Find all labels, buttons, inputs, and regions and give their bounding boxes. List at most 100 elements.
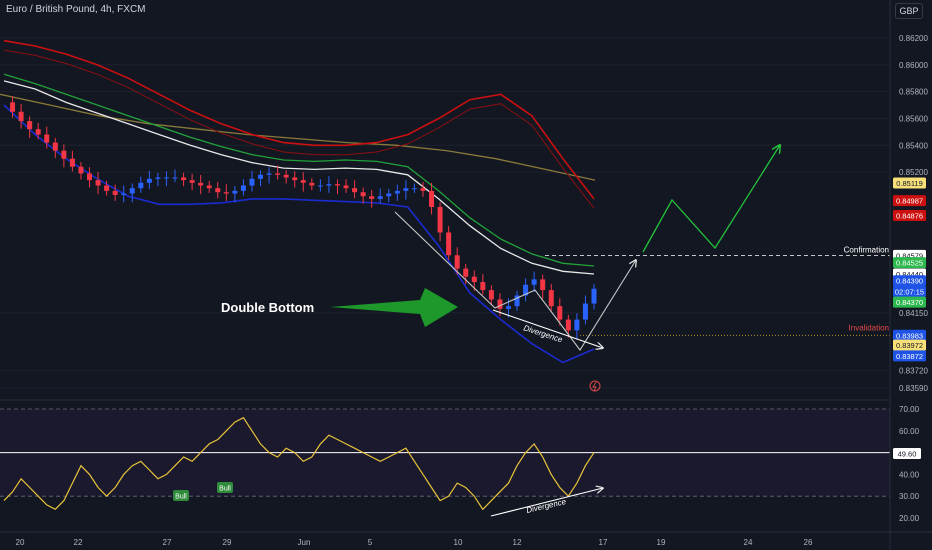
- candle-body: [44, 134, 50, 143]
- candle-body: [309, 182, 315, 186]
- bull-badge-label: Bull: [175, 494, 187, 501]
- lightning-icon-bolt: [592, 381, 597, 392]
- rsi-divergence-arrow: [490, 488, 603, 517]
- candle-body: [480, 282, 486, 291]
- candle-body: [317, 185, 323, 187]
- candle-body: [420, 188, 426, 191]
- bull-badge: [173, 490, 189, 501]
- price-badge-label: 0.84525: [896, 259, 923, 268]
- rsi-current-badge: [893, 447, 921, 459]
- candle-body: [249, 178, 255, 186]
- lightning-icon: [589, 380, 601, 392]
- time-tick-label: 12: [513, 538, 522, 547]
- price-badge-label: 0.84876: [896, 212, 923, 221]
- bull-badge: [217, 482, 233, 493]
- candle-body: [121, 193, 127, 195]
- price-badge: [893, 329, 926, 341]
- candle-body: [292, 177, 298, 181]
- candle-body: [488, 290, 494, 300]
- time-tick-label: 24: [744, 538, 753, 547]
- price-badge: [893, 350, 926, 362]
- double-bottom-arrow: [330, 288, 458, 327]
- candle-body: [61, 150, 67, 159]
- price-tick-label: 0.85200: [899, 168, 928, 177]
- slow-ma-line: [0, 93, 596, 181]
- price-badge-label: 0.83983: [896, 331, 923, 340]
- rsi-tick-label: 40.00: [899, 470, 920, 479]
- price-badge-label: 0.84390: [896, 277, 923, 286]
- candle-body: [18, 111, 24, 122]
- price-badge-label: 0.84987: [896, 197, 923, 206]
- double-bottom-path: [394, 211, 636, 351]
- time-tick-label: Jun: [298, 538, 311, 547]
- candle-body: [523, 284, 529, 296]
- rsi-tick-label: 20.00: [899, 514, 920, 523]
- time-tick-label: 19: [657, 538, 666, 547]
- candle-body: [283, 174, 289, 178]
- price-badge-label: 0.85119: [896, 179, 923, 188]
- time-tick-label: 22: [74, 538, 83, 547]
- bull-badge-label: Bull: [219, 486, 231, 493]
- price-badge: [893, 177, 926, 189]
- candle-body: [146, 178, 152, 183]
- candle-body: [172, 177, 178, 179]
- price-tick-label: 0.84150: [899, 309, 928, 318]
- price-tick-label: 0.86000: [899, 61, 928, 70]
- price-badge-label: 0.84579: [896, 251, 923, 260]
- price-tick-label: 0.85800: [899, 88, 928, 97]
- candle-body: [223, 192, 229, 194]
- candle-body: [215, 188, 221, 193]
- candle-body: [104, 185, 110, 191]
- rsi-tick-label: 30.00: [899, 492, 920, 501]
- chart-title: Euro / British Pound, 4h, FXCM: [6, 4, 146, 15]
- candle-body: [78, 166, 84, 174]
- price-badge: [893, 210, 926, 222]
- candle-body: [275, 173, 281, 175]
- price-badge: [893, 195, 926, 207]
- candle-body: [10, 102, 16, 112]
- candle-body: [69, 158, 75, 167]
- candle-body: [403, 188, 409, 191]
- confirmation-label: Confirmation: [844, 245, 889, 254]
- price-tick-label: 0.83720: [899, 367, 928, 376]
- candle-body: [27, 121, 33, 130]
- time-tick-label: 10: [454, 538, 463, 547]
- upper-band-inner-line: [3, 49, 595, 209]
- candle-body: [369, 196, 375, 199]
- candle-body: [540, 279, 546, 291]
- candle-body: [582, 303, 588, 320]
- candle-body: [591, 288, 597, 304]
- candle-body: [471, 276, 477, 283]
- candle-body: [334, 184, 340, 186]
- currency-selector[interactable]: GBP: [895, 3, 923, 19]
- price-tick-label: 0.85600: [899, 114, 928, 123]
- candle-body: [446, 232, 452, 256]
- price-badge-label: 02:07:15: [895, 287, 924, 296]
- candle-body: [360, 192, 366, 197]
- price-badge: [893, 275, 926, 287]
- candle-body: [497, 299, 503, 309]
- candle-body: [52, 142, 58, 151]
- candle-body: [87, 173, 93, 181]
- candle-body: [514, 295, 520, 307]
- price-badge-label: 0.83872: [896, 352, 923, 361]
- rsi-tick-label: 60.00: [899, 427, 920, 436]
- candle-body: [377, 196, 383, 199]
- candle-body: [437, 206, 443, 233]
- price-badge-label: 0.84370: [896, 298, 923, 307]
- rsi-line: [3, 416, 595, 511]
- double-bottom-label: Double Bottom: [221, 300, 314, 315]
- candle-body: [326, 184, 332, 186]
- projection-arrow: [642, 145, 780, 253]
- candle-body: [300, 180, 306, 183]
- time-tick-label: 26: [804, 538, 813, 547]
- candle-body: [548, 290, 554, 307]
- candle-body: [181, 177, 187, 181]
- candle-body: [266, 173, 272, 175]
- price-tick-label: 0.85400: [899, 141, 928, 150]
- price-divergence-arrow: [492, 309, 603, 348]
- price-badge: [893, 339, 926, 351]
- candle-body: [198, 182, 204, 186]
- time-tick-label: 17: [599, 538, 608, 547]
